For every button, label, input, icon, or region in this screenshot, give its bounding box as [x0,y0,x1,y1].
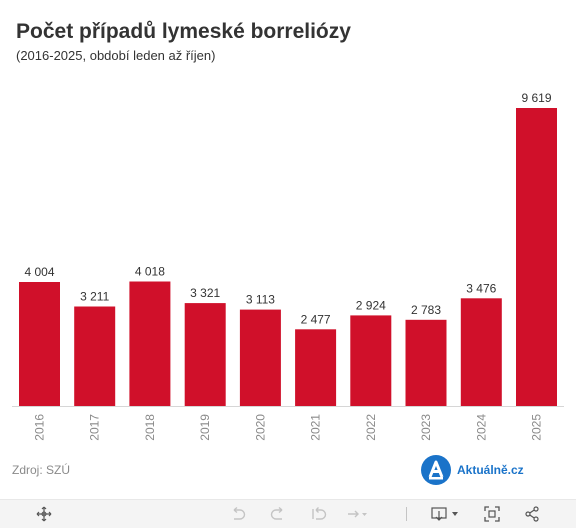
bar-2022[interactable] [350,315,392,406]
download-icon[interactable] [430,504,462,524]
brand-logo-icon [421,455,451,485]
revert-icon[interactable] [308,504,328,524]
bar-chart: 4 004 2016 3 211 2017 4 018 2018 3 321 2019 3 11… [12,91,564,441]
x-tick-label-2020: 2020 [253,414,267,441]
chart-title: Počet případů lymeské borreliózy [16,20,351,43]
brand-name: Aktuálně.cz [457,463,524,477]
data-label-2024: 3 476 [466,281,496,295]
bar-2019[interactable] [184,303,226,406]
move-icon[interactable] [34,504,54,524]
bar-2018[interactable] [129,281,171,407]
x-tick-label-2019: 2019 [198,414,212,441]
share-icon[interactable] [522,504,542,524]
bar-2025[interactable] [516,108,557,406]
data-label-2022: 2 924 [356,298,386,312]
toolbar [0,499,576,528]
fullscreen-icon[interactable] [482,504,502,524]
bar-2023[interactable] [405,319,447,406]
x-tick-label-2018: 2018 [143,414,157,441]
data-label-2019: 3 321 [190,286,220,300]
bar-2020[interactable] [239,309,281,406]
toolbar-divider [404,504,410,524]
x-tick-label-2023: 2023 [419,414,433,441]
x-tick-label-2024: 2024 [474,414,488,441]
data-label-2016: 4 004 [24,265,54,279]
chart-subtitle: (2016-2025, období leden až říjen) [16,48,216,63]
bar-2017[interactable] [74,306,116,407]
x-tick-label-2016: 2016 [33,414,47,441]
data-label-2017: 3 211 [80,290,109,304]
x-tick-label-2022: 2022 [364,414,378,441]
data-label-2023: 2 783 [411,303,441,317]
data-label-2025: 9 619 [521,91,551,105]
undo-icon[interactable] [228,504,248,524]
data-label-2018: 4 018 [135,265,165,279]
redo-icon[interactable] [268,504,288,524]
data-label-2020: 3 113 [246,293,275,307]
data-label-2021: 2 477 [301,312,331,326]
pause-icon[interactable] [344,504,370,524]
brand-logo[interactable]: Aktuálně.cz [421,455,524,485]
x-tick-label-2025: 2025 [530,414,544,441]
source-note: Zdroj: SZÚ [12,463,71,477]
bar-2016[interactable] [19,282,60,406]
x-tick-label-2017: 2017 [88,414,102,441]
bar-2024[interactable] [460,298,502,406]
x-tick-label-2021: 2021 [309,414,323,441]
bar-2021[interactable] [295,329,337,406]
